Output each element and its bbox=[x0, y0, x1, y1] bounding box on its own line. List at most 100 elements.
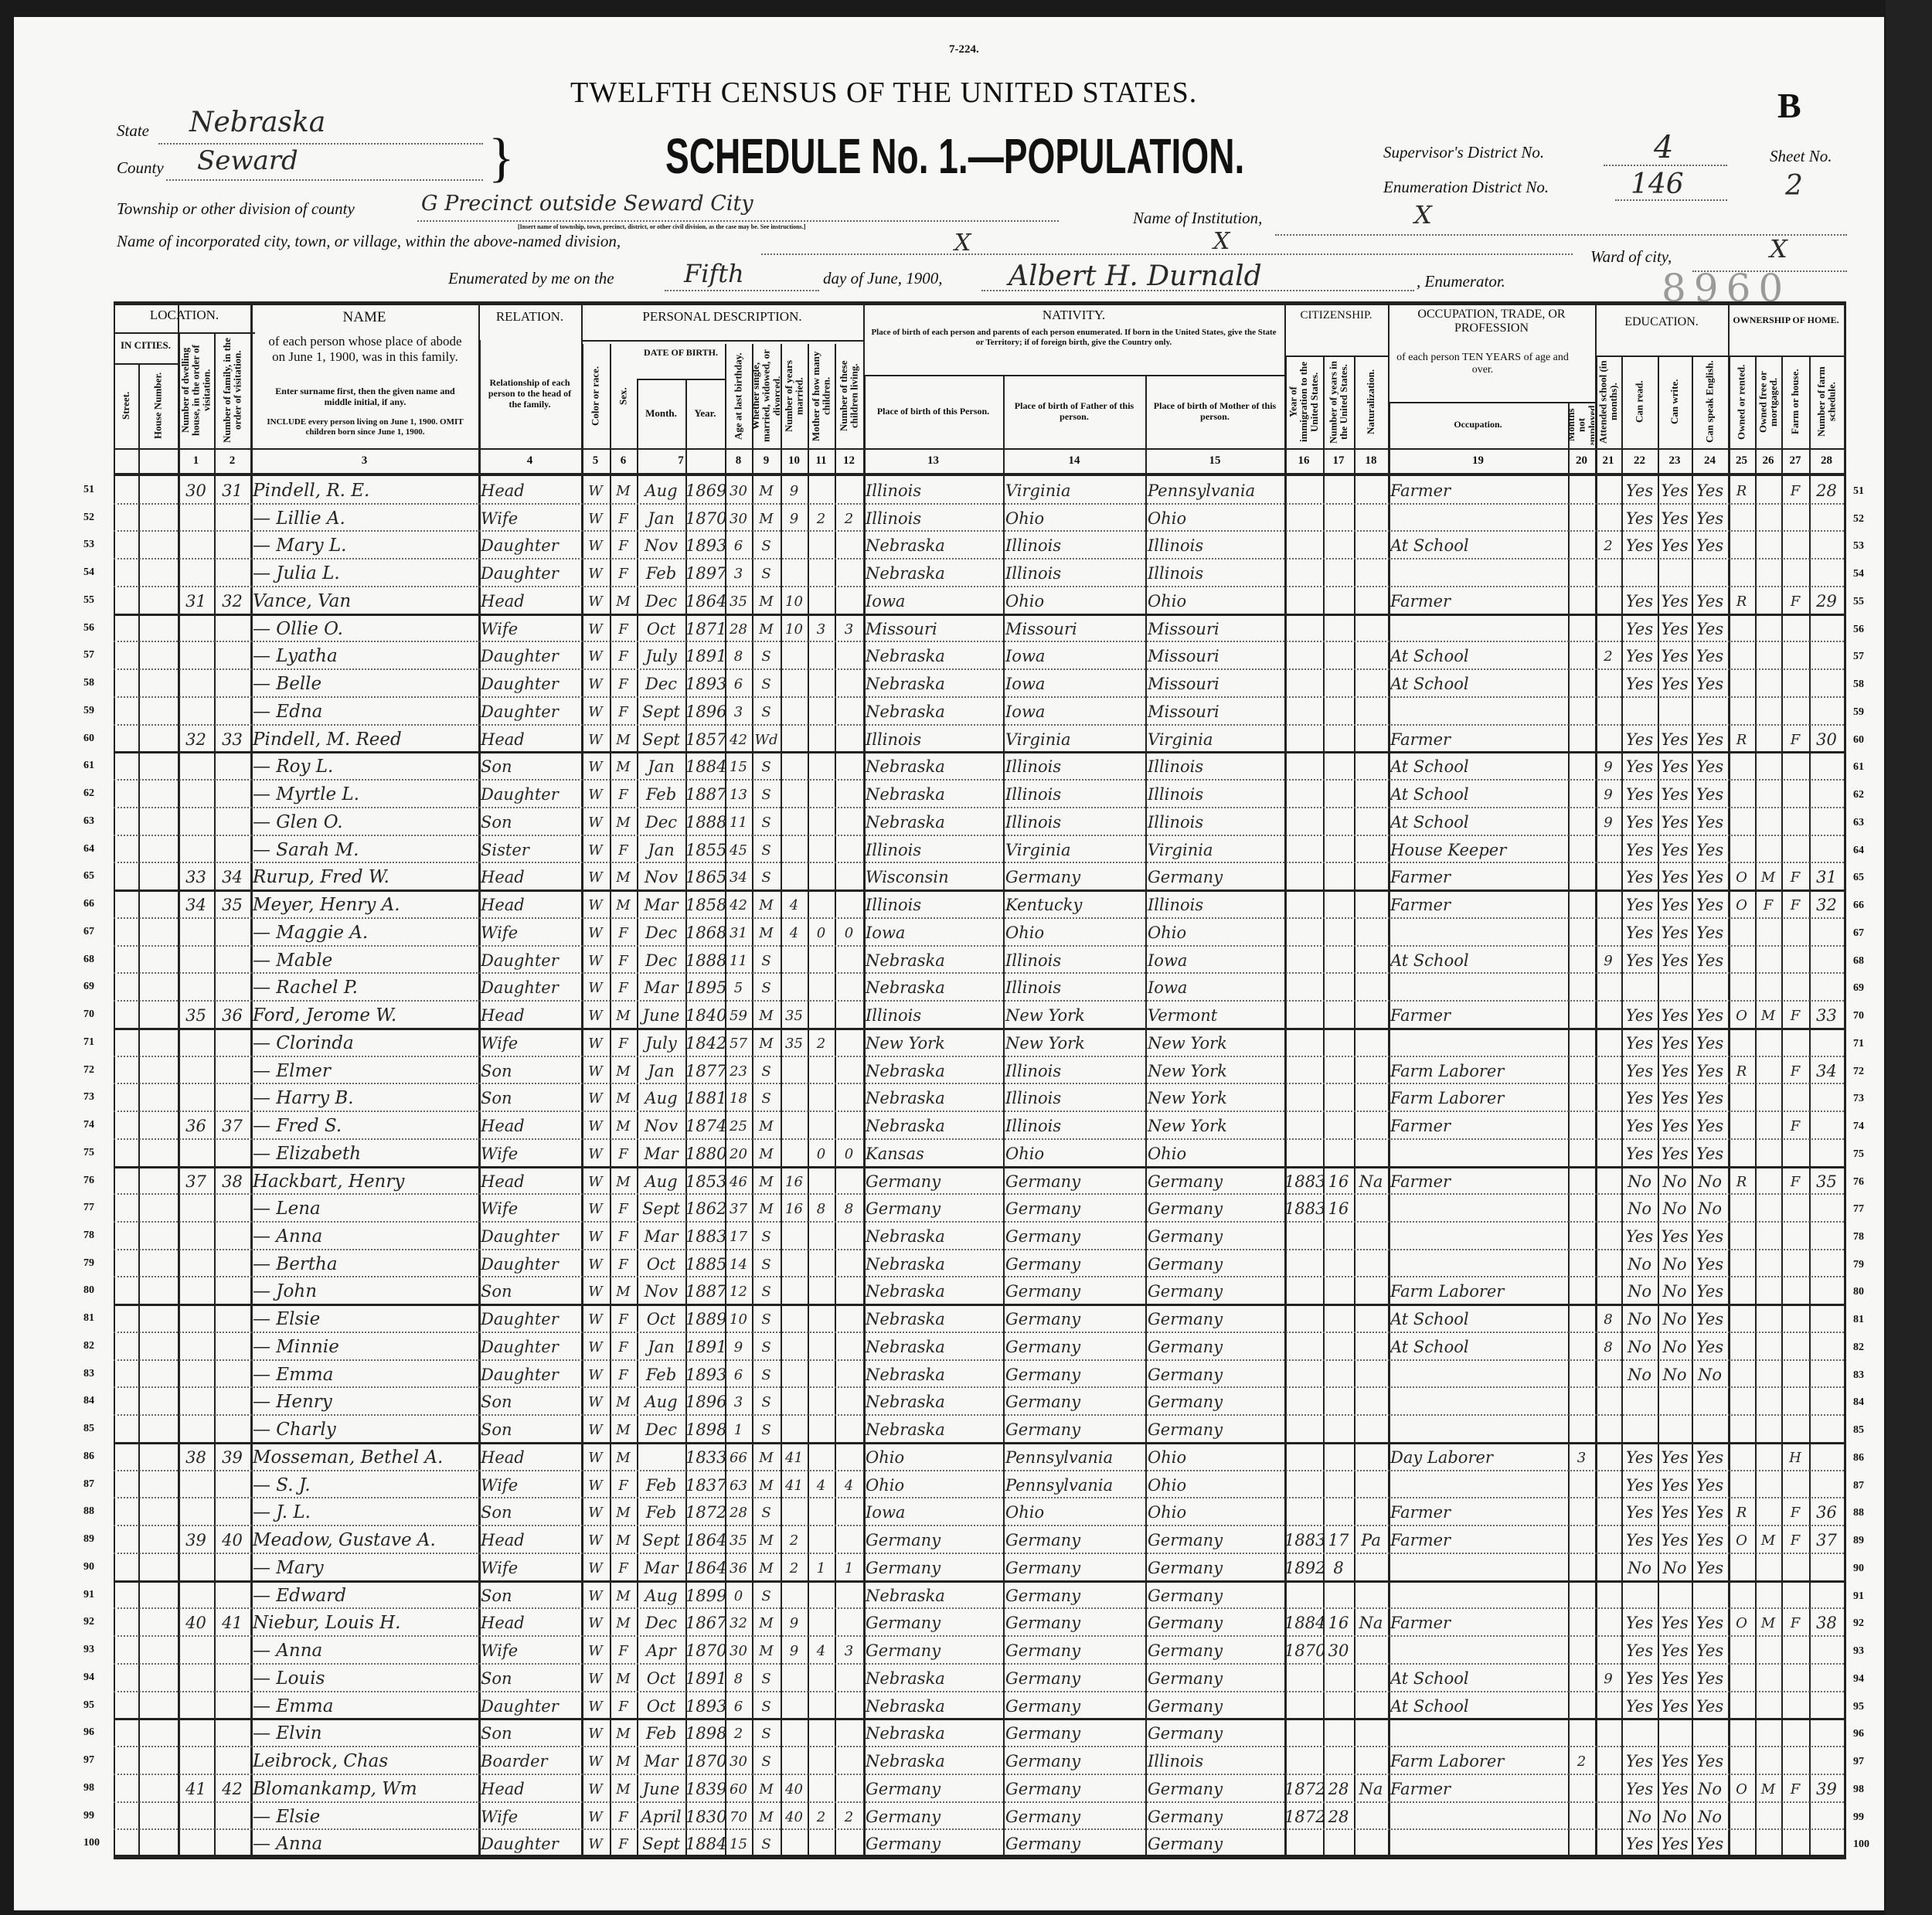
cell-sex: F bbox=[618, 1643, 628, 1660]
cell-year: 1893 bbox=[685, 1365, 725, 1384]
cell-relation: Son bbox=[481, 1089, 512, 1108]
cell-age: 15 bbox=[730, 1836, 747, 1853]
cell-age: 42 bbox=[730, 731, 747, 748]
cell-dwelling: 33 bbox=[185, 868, 206, 887]
row-divider bbox=[114, 1414, 1844, 1417]
cell-year: 1833 bbox=[685, 1447, 725, 1467]
cell-month: Dec bbox=[645, 1420, 678, 1440]
cell-name: — John bbox=[253, 1281, 318, 1302]
cell-month: Apr bbox=[646, 1641, 676, 1661]
cell-years-married: 10 bbox=[785, 593, 803, 610]
cell-relation: Son bbox=[481, 812, 512, 832]
cell-family: 34 bbox=[222, 868, 243, 887]
cell-name: Rurup, Fred W. bbox=[253, 867, 389, 888]
cell-color: W bbox=[588, 1173, 603, 1190]
rule-line bbox=[835, 344, 836, 1859]
cell-family: 31 bbox=[222, 481, 243, 500]
cell-year: 1896 bbox=[685, 702, 725, 721]
rule-line bbox=[1284, 301, 1286, 448]
cell-month: Nov bbox=[645, 868, 678, 887]
rule-line bbox=[178, 301, 179, 448]
census-title: TWELFTH CENSUS OF THE UNITED STATES. bbox=[570, 77, 1198, 109]
cell-farm-schedule: 34 bbox=[1816, 1061, 1837, 1080]
column-label: Occupation. bbox=[1454, 419, 1502, 430]
column-label: Attended school (in months). bbox=[1597, 360, 1619, 444]
cell-relation: Son bbox=[481, 1061, 512, 1080]
row-divider bbox=[114, 1552, 1844, 1554]
cell-can-write: Yes bbox=[1661, 481, 1689, 500]
column-number: 9 bbox=[763, 454, 770, 467]
cell-name: Vance, Van bbox=[253, 590, 352, 611]
cell-can-read: No bbox=[1627, 1172, 1652, 1191]
cell-sex: F bbox=[618, 1256, 628, 1273]
cell-years-married: 41 bbox=[785, 1477, 803, 1494]
cell-month: Nov bbox=[645, 1282, 678, 1301]
cell-age: 18 bbox=[730, 1090, 747, 1107]
city-value-2: X bbox=[1213, 228, 1230, 255]
cell-relation: Wife bbox=[481, 1641, 519, 1661]
cell-relation: Son bbox=[481, 757, 512, 777]
cell-marital: M bbox=[759, 1560, 774, 1577]
column-label: Owned or rented. bbox=[1735, 364, 1747, 440]
cell-can-read: Yes bbox=[1625, 1089, 1654, 1108]
cell-can-write: No bbox=[1662, 1337, 1687, 1356]
cell-age: 0 bbox=[733, 1587, 743, 1604]
cell-name: — Rachel P. bbox=[253, 978, 358, 998]
cell-mother-birthplace: Missouri bbox=[1148, 647, 1219, 666]
cell-can-write: Yes bbox=[1661, 785, 1689, 804]
cell-month: Aug bbox=[645, 1089, 678, 1108]
cell-owned-rented: R bbox=[1736, 483, 1747, 499]
cell-age: 32 bbox=[730, 1615, 747, 1632]
line-number-right: 90 bbox=[1853, 1562, 1864, 1574]
cell-age: 66 bbox=[730, 1449, 747, 1466]
cell-month: Mar bbox=[644, 1144, 679, 1163]
cell-attended-school: 9 bbox=[1604, 814, 1613, 831]
cell-can-read: Yes bbox=[1625, 1668, 1654, 1688]
cell-occupation: At School bbox=[1390, 812, 1469, 832]
cell-father-birthplace: Germany bbox=[1005, 1668, 1081, 1688]
cell-year: 1853 bbox=[685, 1172, 725, 1191]
cell-owned-rented: O bbox=[1736, 1615, 1747, 1632]
rule-line bbox=[863, 375, 866, 1859]
cell-free-mortgaged: M bbox=[1760, 1615, 1776, 1632]
cell-can-read: Yes bbox=[1625, 591, 1654, 611]
cell-speaks-english: No bbox=[1697, 1172, 1723, 1191]
cell-age: 42 bbox=[730, 897, 747, 914]
rule-line bbox=[114, 473, 1844, 476]
line-number-right: 70 bbox=[1853, 1010, 1864, 1022]
cell-birthplace: Nebraska bbox=[866, 1724, 945, 1743]
cell-age: 12 bbox=[730, 1284, 747, 1301]
column-label: Can speak English. bbox=[1703, 360, 1716, 444]
cell-birthplace: Nebraska bbox=[866, 1117, 945, 1136]
group-personal-description: PERSONAL DESCRIPTION. bbox=[642, 309, 802, 324]
cell-mother-birthplace: Germany bbox=[1148, 1835, 1223, 1854]
cell-farm-house: F bbox=[1790, 1615, 1801, 1632]
cell-can-write: Yes bbox=[1661, 1089, 1689, 1108]
cell-name: Blomankamp, Wm bbox=[253, 1778, 417, 1799]
city-label: Name of incorporated city, town, or vill… bbox=[117, 232, 621, 250]
cell-month: Mar bbox=[644, 1226, 679, 1246]
cell-years-married: 9 bbox=[789, 1643, 799, 1660]
cell-can-read: Yes bbox=[1625, 1614, 1654, 1633]
cell-age: 28 bbox=[730, 1505, 747, 1522]
cell-relation: Daughter bbox=[481, 647, 559, 666]
cell-month: Jan bbox=[648, 1061, 675, 1080]
cell-marital: M bbox=[759, 1118, 774, 1135]
line-number-right: 83 bbox=[1853, 1369, 1864, 1381]
cell-month: April bbox=[641, 1807, 682, 1826]
column-number: 8 bbox=[735, 454, 742, 467]
cell-relation: Daughter bbox=[481, 1835, 559, 1854]
cell-year: 1896 bbox=[685, 1393, 725, 1412]
cell-birthplace: Nebraska bbox=[866, 675, 945, 694]
cell-month: Dec bbox=[645, 923, 678, 942]
cell-sex: M bbox=[616, 593, 631, 610]
column-label: Naturalization. bbox=[1365, 369, 1377, 435]
rule-line bbox=[1388, 402, 1390, 1859]
cell-color: W bbox=[588, 1201, 603, 1218]
cell-marital: S bbox=[761, 648, 771, 665]
cell-speaks-english: Yes bbox=[1696, 1531, 1724, 1550]
cell-relation: Wife bbox=[481, 923, 519, 942]
cell-years-in-us: 17 bbox=[1328, 1531, 1349, 1550]
cell-marital: S bbox=[761, 1753, 771, 1770]
column-label: Number of years in the United States. bbox=[1327, 360, 1349, 444]
